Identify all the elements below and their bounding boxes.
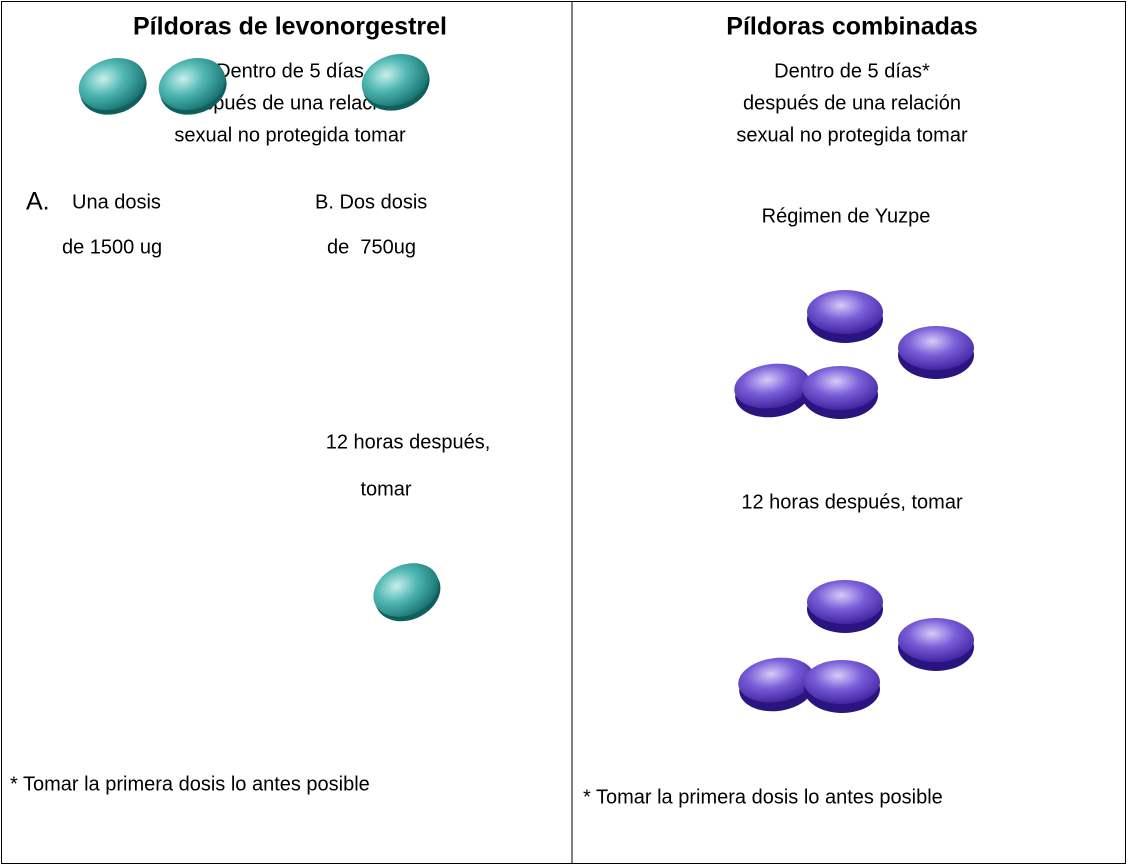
- right-intro: sexual no protegida tomar: [736, 124, 968, 146]
- teal-pill: [364, 552, 450, 632]
- option-text: de 750ug: [327, 236, 416, 258]
- option-text: B. Dos dosis: [315, 191, 427, 213]
- regimen: Régimen de Yuzpe: [762, 205, 931, 227]
- later-text: tomar: [360, 478, 411, 500]
- later-text: 12 horas después,: [326, 431, 491, 453]
- option-letter: A.: [26, 188, 50, 216]
- purple-pills: [735, 580, 974, 716]
- left-intro: sexual no protegida tomar: [174, 124, 406, 146]
- footnote: * Tomar la primera dosis lo antes posibl…: [10, 773, 370, 795]
- right-intro: Dentro de 5 días*: [774, 60, 930, 82]
- purple-pills: [731, 290, 974, 422]
- right-intro: después de una relación: [743, 92, 961, 114]
- left-title: Píldoras de levonorgestrel: [133, 13, 447, 41]
- right-title: Píldoras combinadas: [726, 13, 977, 41]
- left-intro: Dentro de 5 días: [216, 60, 364, 82]
- option-text: de 1500 ug: [62, 236, 162, 258]
- left-intro: después de una relación: [181, 92, 399, 114]
- option-text: Una dosis: [72, 191, 161, 213]
- later-text: 12 horas después, tomar: [741, 491, 963, 513]
- footnote: * Tomar la primera dosis lo antes posibl…: [583, 786, 943, 808]
